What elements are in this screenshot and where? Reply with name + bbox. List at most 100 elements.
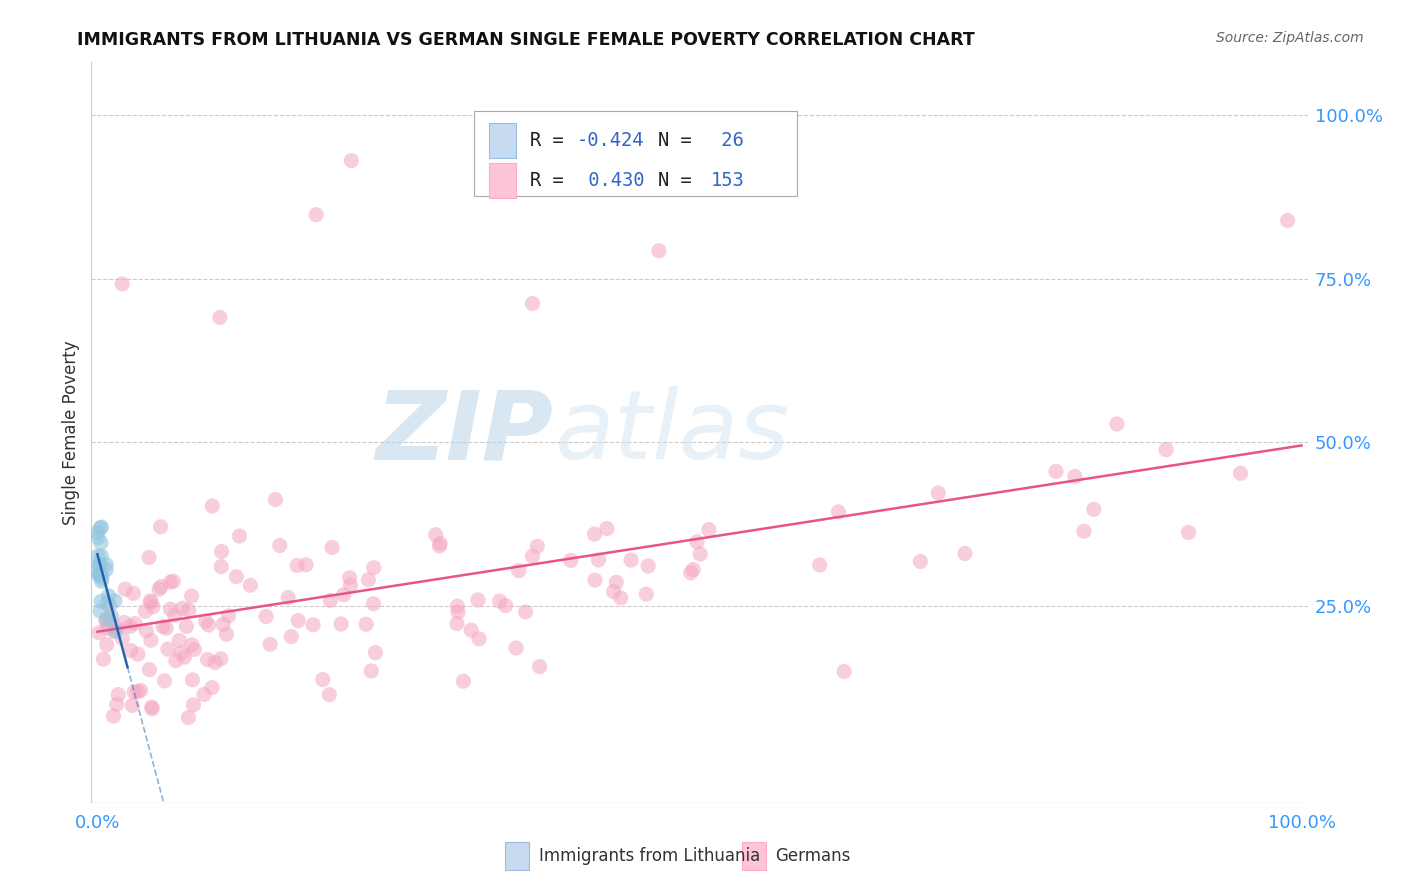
Point bbox=[832, 665, 855, 679]
Point bbox=[90, 536, 112, 550]
Point bbox=[208, 310, 231, 325]
Point bbox=[1229, 467, 1251, 481]
Point bbox=[340, 153, 363, 168]
Point bbox=[522, 296, 544, 310]
Point bbox=[295, 558, 318, 572]
Point bbox=[505, 640, 527, 655]
Point bbox=[910, 554, 932, 568]
Point bbox=[90, 549, 112, 563]
Point bbox=[90, 571, 112, 585]
Point bbox=[122, 586, 145, 600]
Point bbox=[89, 521, 111, 535]
Point bbox=[429, 536, 451, 550]
Point bbox=[583, 527, 606, 541]
Text: R =: R = bbox=[530, 171, 575, 190]
Point bbox=[120, 643, 142, 657]
Point bbox=[1277, 213, 1299, 227]
Text: ZIP: ZIP bbox=[375, 386, 554, 479]
Point bbox=[96, 638, 118, 652]
Text: 153: 153 bbox=[710, 171, 744, 190]
Point bbox=[1177, 525, 1199, 540]
Point bbox=[87, 625, 110, 640]
Text: Germans: Germans bbox=[775, 847, 851, 865]
Point bbox=[228, 529, 250, 543]
Point bbox=[89, 566, 111, 580]
Point bbox=[105, 698, 128, 712]
Point bbox=[312, 673, 335, 687]
Point bbox=[927, 486, 949, 500]
Point bbox=[183, 642, 205, 657]
Point bbox=[330, 617, 353, 632]
Point bbox=[89, 567, 111, 582]
Point bbox=[90, 567, 112, 582]
Point bbox=[135, 624, 157, 638]
Point bbox=[94, 614, 117, 628]
Point bbox=[808, 558, 831, 572]
Point bbox=[90, 594, 112, 608]
Point bbox=[1045, 464, 1067, 478]
Point bbox=[96, 558, 118, 572]
Point bbox=[90, 520, 112, 534]
Point bbox=[162, 574, 184, 589]
Point bbox=[605, 575, 627, 590]
Point bbox=[155, 621, 177, 635]
Point bbox=[209, 652, 232, 666]
Point bbox=[96, 612, 118, 626]
Point bbox=[103, 624, 125, 639]
Point bbox=[149, 580, 172, 594]
Point bbox=[360, 664, 382, 678]
Point bbox=[163, 608, 186, 623]
Point bbox=[111, 277, 134, 291]
Point bbox=[467, 593, 489, 607]
Point bbox=[339, 578, 361, 592]
Point bbox=[138, 663, 160, 677]
Point bbox=[87, 549, 110, 563]
Text: R =: R = bbox=[530, 131, 575, 150]
Point bbox=[488, 594, 510, 608]
Point bbox=[180, 638, 202, 652]
Point bbox=[98, 599, 121, 613]
Text: IMMIGRANTS FROM LITHUANIA VS GERMAN SINGLE FEMALE POVERTY CORRELATION CHART: IMMIGRANTS FROM LITHUANIA VS GERMAN SING… bbox=[77, 31, 976, 49]
Point bbox=[259, 637, 281, 651]
Point bbox=[114, 582, 136, 596]
Point bbox=[218, 608, 240, 623]
Point bbox=[122, 685, 145, 699]
Point bbox=[94, 563, 117, 577]
Point bbox=[620, 553, 643, 567]
Point bbox=[215, 627, 238, 641]
Point bbox=[142, 599, 165, 614]
Bar bbox=[505, 842, 529, 871]
Point bbox=[89, 604, 111, 618]
Point bbox=[118, 619, 141, 633]
FancyBboxPatch shape bbox=[474, 111, 797, 195]
Point bbox=[453, 674, 475, 689]
Point bbox=[209, 559, 232, 574]
Point bbox=[596, 521, 619, 535]
Point bbox=[679, 566, 702, 580]
Point bbox=[91, 652, 114, 666]
Point bbox=[682, 562, 704, 576]
Point bbox=[1105, 417, 1128, 431]
Point bbox=[1063, 469, 1085, 483]
Point bbox=[211, 544, 233, 558]
Text: Source: ZipAtlas.com: Source: ZipAtlas.com bbox=[1216, 31, 1364, 45]
Point bbox=[121, 698, 143, 713]
Text: N =: N = bbox=[658, 131, 703, 150]
Point bbox=[332, 588, 354, 602]
Point bbox=[254, 609, 277, 624]
Point bbox=[87, 558, 110, 573]
Point bbox=[560, 553, 582, 567]
Point bbox=[124, 616, 146, 631]
Point bbox=[354, 617, 377, 632]
Point bbox=[112, 615, 135, 630]
Point bbox=[526, 539, 548, 553]
Point bbox=[87, 531, 110, 545]
Point bbox=[165, 654, 187, 668]
Point bbox=[159, 602, 181, 616]
Point bbox=[446, 616, 468, 631]
Point bbox=[194, 614, 217, 628]
Text: atlas: atlas bbox=[554, 386, 789, 479]
Point bbox=[529, 659, 551, 673]
Point bbox=[827, 505, 849, 519]
Point bbox=[180, 589, 202, 603]
